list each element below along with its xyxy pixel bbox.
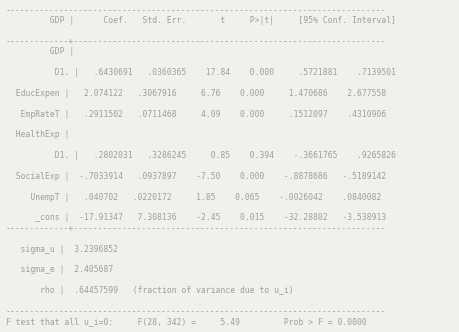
Text: -------------+----------------------------------------------------------------: -------------+--------------------------… <box>6 224 385 233</box>
Text: ------------------------------------------------------------------------------: ----------------------------------------… <box>6 307 385 316</box>
Text: SocialExp |  -.7033914   .0937897    -7.50    0.000    -.8878686   -.5189142: SocialExp | -.7033914 .0937897 -7.50 0.0… <box>6 172 385 181</box>
Text: sigma_u |  3.2396852: sigma_u | 3.2396852 <box>6 245 118 254</box>
Text: EducExpen |   2.074122   .3067916     6.76    0.000     1.470686    2.677558: EducExpen | 2.074122 .3067916 6.76 0.000… <box>6 89 385 98</box>
Text: _cons |  -17.91347   7.308136    -2.45    0.015    -32.28802   -3.538913: _cons | -17.91347 7.308136 -2.45 0.015 -… <box>6 213 385 222</box>
Text: GDP |: GDP | <box>6 47 73 56</box>
Text: F test that all u_i=0:     F(28, 342) =     5.49         Prob > F = 0.0000: F test that all u_i=0: F(28, 342) = 5.49… <box>6 317 365 326</box>
Text: HealthExp |: HealthExp | <box>6 130 69 139</box>
Text: sigma_e |  2.405687: sigma_e | 2.405687 <box>6 265 112 274</box>
Text: GDP |      Coef.   Std. Err.       t     P>|t|     [95% Conf. Interval]: GDP | Coef. Std. Err. t P>|t| [95% Conf.… <box>6 16 395 25</box>
Text: ------------------------------------------------------------------------------: ----------------------------------------… <box>6 6 385 15</box>
Text: rho |  .64457599   (fraction of variance due to u_i): rho | .64457599 (fraction of variance du… <box>6 286 292 295</box>
Text: D1. |   .6430691   .0360365    17.84    0.000     .5721881    .7139501: D1. | .6430691 .0360365 17.84 0.000 .572… <box>6 68 395 77</box>
Text: EmpRateT |   .2911502   .0711468     4.09    0.000     .1512097    .4310906: EmpRateT | .2911502 .0711468 4.09 0.000 … <box>6 110 385 119</box>
Text: D1. |   .2802031   .3286245     0.85    0.394    -.3661765    .9265826: D1. | .2802031 .3286245 0.85 0.394 -.366… <box>6 151 395 160</box>
Text: -------------+----------------------------------------------------------------: -------------+--------------------------… <box>6 37 385 46</box>
Text: UnempT |   .040702   .0220172     1.85    0.065    -.0026042    .0840082: UnempT | .040702 .0220172 1.85 0.065 -.0… <box>6 193 380 202</box>
